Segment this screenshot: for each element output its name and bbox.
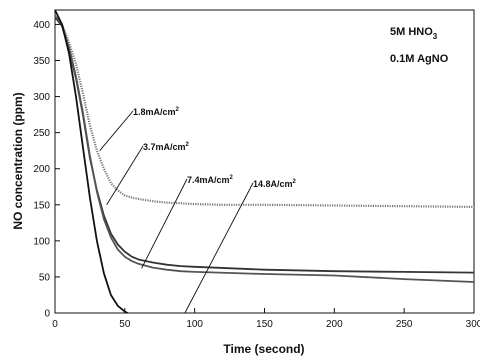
label-leaders [99,110,254,314]
series-line-4 [54,9,129,314]
y-tick-label: 100 [33,236,50,247]
y-axis-title: NO concentration (ppm) [11,92,25,229]
leader-line-2 [106,145,144,206]
y-tick-label: 250 [33,128,50,139]
x-tick-label: 150 [256,319,273,330]
legend-line-2: 0.1M AgNO [390,53,449,65]
x-tick-label: 200 [326,319,343,330]
x-tick-label: 250 [396,319,413,330]
y-tick-label: 200 [33,164,50,175]
y-tick-label: 350 [33,56,50,67]
series-label-1-8: 1.8mA/cm2 [133,107,180,117]
series-label-7-4: 7.4mA/cm2 [187,175,234,185]
series-label-3-7: 3.7mA/cm2 [143,142,190,152]
series-label-14-8: 14.8A/cm2 [253,179,297,189]
x-tick-label: 0 [52,319,58,330]
y-tick-label: 400 [33,20,50,31]
y-tick-label: 0 [44,309,50,320]
x-tick-label: 100 [186,319,203,330]
y-tick-label: 50 [39,272,51,283]
series-line-3 [54,15,475,283]
x-axis-ticks: 0 50 100 150 200 250 300 [52,308,480,330]
leader-line-1 [99,110,134,151]
x-tick-label: 50 [119,319,131,330]
leader-line-4 [184,182,254,314]
x-tick-label: 300 [466,319,480,330]
y-tick-label: 300 [33,92,50,103]
y-axis-ticks: 0 50 100 150 200 250 300 350 400 [33,20,60,320]
legend-line-1: 5M HNO3 [390,26,438,41]
series-layer [54,9,475,314]
leader-line-3 [141,178,188,269]
y-tick-label: 150 [33,200,50,211]
series-line-1 [54,16,475,208]
x-axis-title: Time (second) [223,342,304,356]
